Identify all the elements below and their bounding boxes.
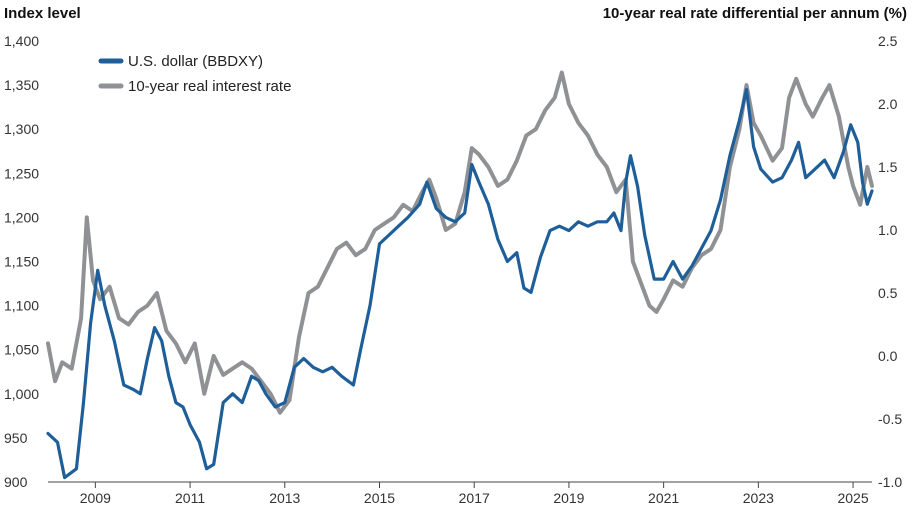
right-tick-label: 0.5 (878, 285, 898, 301)
series-line-real-rate (46, 70, 874, 415)
x-axis: 2009 2011 2013 2015 2017 2019 2021 2023 2025 (80, 482, 869, 506)
x-tick-label: 2015 (364, 490, 395, 506)
x-tick-label: 2013 (269, 490, 300, 506)
right-tick-label: -1.0 (878, 474, 902, 490)
left-tick-label: 1,350 (4, 77, 39, 93)
legend-item-usd: U.S. dollar (BBDXY) (98, 53, 263, 70)
left-tick-label: 1,200 (4, 209, 39, 225)
legend-item-real-rate: 10-year real interest rate (98, 78, 291, 95)
left-tick-label: 1,300 (4, 121, 39, 137)
right-tick-label: 0.0 (878, 348, 898, 364)
series-layer (46, 70, 874, 480)
right-y-axis: -1.0 -0.5 0.0 0.5 1.0 1.5 2.0 2.5 (878, 33, 902, 490)
left-tick-label: 1,100 (4, 298, 39, 314)
left-tick-label: 1,250 (4, 165, 39, 181)
right-tick-label: 2.0 (878, 96, 898, 112)
legend: U.S. dollar (BBDXY) 10-year real interes… (98, 53, 291, 95)
x-tick-label: 2009 (80, 490, 111, 506)
right-tick-label: 1.0 (878, 222, 898, 238)
x-tick-label: 2019 (553, 490, 584, 506)
left-y-axis: 900 950 1,000 1,050 1,100 1,150 1,200 1,250 1,30… (4, 33, 39, 490)
legend-label-usd: U.S. dollar (BBDXY) (128, 53, 263, 70)
left-tick-label: 1,050 (4, 342, 39, 358)
left-tick-label: 900 (4, 474, 28, 490)
x-tick-label: 2017 (459, 490, 490, 506)
x-tick-label: 2011 (175, 490, 205, 506)
left-tick-label: 1,150 (4, 254, 39, 270)
legend-label-real-rate: 10-year real interest rate (128, 78, 291, 95)
right-tick-label: 1.5 (878, 159, 898, 175)
x-tick-label: 2025 (837, 490, 868, 506)
left-tick-label: 1,000 (4, 386, 39, 402)
x-tick-label: 2023 (743, 490, 774, 506)
left-axis-title: Index level (4, 5, 81, 22)
left-tick-label: 950 (4, 430, 28, 446)
right-axis-title: 10-year real rate differential per annum… (603, 5, 907, 22)
right-tick-label: -0.5 (878, 411, 902, 427)
left-tick-label: 1,400 (4, 33, 39, 49)
x-tick-label: 2021 (648, 490, 679, 506)
series-line-usd (46, 87, 874, 480)
right-tick-label: 2.5 (878, 33, 898, 49)
